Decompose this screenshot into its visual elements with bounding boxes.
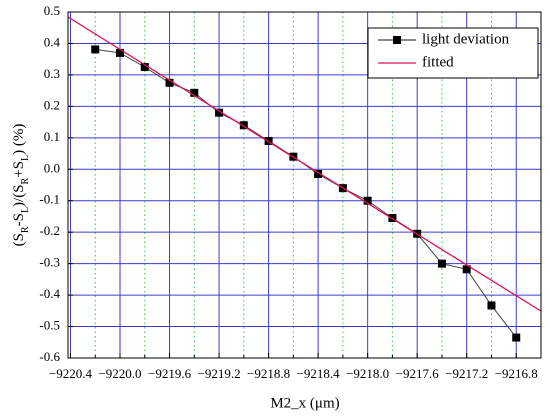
y-tick-label: 0.3 (44, 66, 60, 81)
x-tick-label: −9216.8 (495, 366, 538, 381)
y-tick-label: -0.4 (39, 286, 60, 301)
y-tick-label: -0.1 (39, 192, 60, 207)
y-tick-label: 0.1 (44, 129, 60, 144)
y-tick-label: -0.6 (39, 349, 60, 364)
series-line (95, 48, 517, 338)
y-axis-title: (SR-SL)/(SR+SL) (%) (11, 124, 30, 247)
data-point (512, 333, 521, 342)
x-tick-label: −9217.6 (396, 366, 440, 381)
x-tick-label: −9219.6 (148, 366, 192, 381)
data-point (437, 259, 446, 268)
data-point (363, 196, 372, 205)
plot-frame (67, 11, 542, 359)
y-tick-label: -0.3 (39, 255, 60, 270)
data-point (165, 78, 174, 87)
data-point (91, 45, 100, 54)
data-point (487, 301, 496, 310)
data-point (239, 121, 248, 130)
legend: light deviation fitted (367, 27, 539, 79)
y-tick-label: 0.2 (44, 97, 60, 112)
y-tick-label: 0.4 (44, 34, 61, 49)
y-tick-label: 0.5 (44, 3, 60, 18)
x-tick-label: −9218.4 (297, 366, 341, 381)
x-axis-title: M2_x (μm) (270, 395, 339, 411)
legend-marker (393, 36, 401, 44)
data-point (116, 48, 125, 57)
series-line (68, 16, 541, 312)
data-point (190, 88, 199, 97)
data-point (462, 265, 471, 274)
y-tick-label: -0.2 (39, 223, 60, 238)
x-tick-label: −9218.8 (247, 366, 290, 381)
x-tick-label: −9220.0 (98, 366, 141, 381)
data-point (215, 108, 224, 117)
data-point (140, 63, 149, 72)
x-tick-label: −9218.0 (346, 366, 389, 381)
x-tick-label: −9220.4 (49, 366, 93, 381)
data-point (314, 169, 323, 178)
x-tick-label: −9217.2 (445, 366, 488, 381)
plot-area (68, 16, 541, 342)
y-tick-label: -0.5 (39, 318, 60, 333)
legend-label: fitted (422, 54, 454, 70)
y-tick-label: 0.0 (44, 160, 60, 175)
legend-label: light deviation (422, 31, 510, 47)
x-tick-label: −9219.2 (198, 366, 241, 381)
data-point (264, 136, 273, 145)
